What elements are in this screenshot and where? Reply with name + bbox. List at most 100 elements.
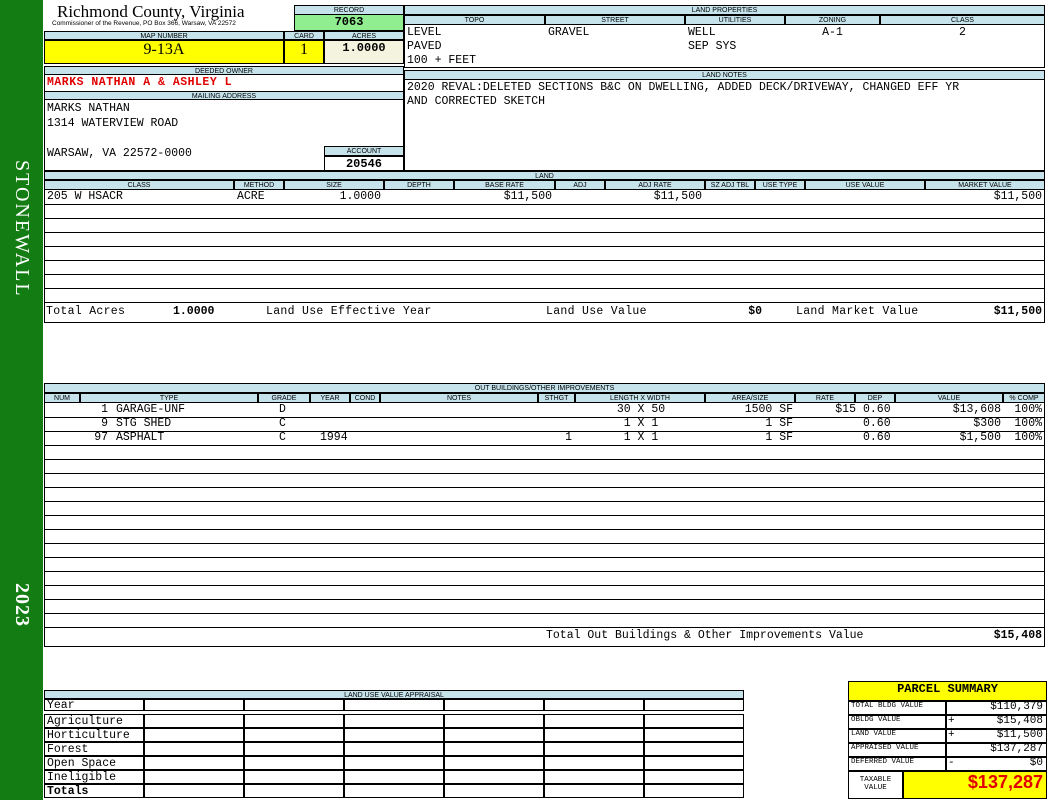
land-total-label: Land Market Value — [796, 305, 919, 318]
out-building-cell: 100% — [1014, 417, 1042, 430]
land-use-cell — [344, 742, 444, 756]
out-building-cell: $15 — [835, 403, 856, 416]
land-use-cell — [644, 714, 744, 728]
column-header: TOPO — [404, 15, 545, 25]
summary-value-cell — [946, 701, 1047, 715]
taxable-value: $137,287 — [903, 771, 1047, 799]
land-use-cell — [444, 699, 544, 711]
land-use-row-label: Ineligible — [44, 770, 144, 784]
out-building-cell: C — [279, 431, 286, 444]
land-cell: ACRE — [237, 190, 265, 203]
out-building-cell: STG SHED — [116, 417, 172, 430]
summary-value: $0 — [1029, 757, 1043, 769]
land-use-cell — [344, 699, 444, 711]
land-note-line: AND CORRECTED SKETCH — [407, 95, 546, 108]
land-property-value: 2 — [959, 26, 966, 39]
mailing-address-line: MARKS NATHAN — [47, 102, 130, 115]
land-use-cell — [544, 742, 644, 756]
row-line — [44, 417, 1045, 418]
out-building-cell: 1 — [565, 431, 572, 444]
column-header: MARKET VALUE — [925, 180, 1045, 190]
year-label: 2023 — [11, 583, 33, 627]
land-use-cell — [344, 714, 444, 728]
summary-value-cell — [946, 729, 1047, 743]
land-use-row-label: Totals — [44, 784, 144, 798]
out-building-cell: 97 — [94, 431, 108, 444]
account-value: 20546 — [324, 156, 404, 171]
column-header: SZ ADJ TBL — [705, 180, 755, 190]
column-header: ADJ RATE — [605, 180, 705, 190]
land-total-value: $0 — [748, 305, 762, 318]
land-use-cell — [644, 770, 744, 784]
out-building-cell: C — [279, 417, 286, 430]
summary-label: LAND VALUE — [848, 729, 946, 743]
row-line — [44, 459, 1045, 460]
column-header: YEAR — [310, 393, 350, 403]
column-header: STHGT — [538, 393, 575, 403]
land-use-cell — [544, 728, 644, 742]
row-line — [44, 571, 1045, 572]
map-number-value: 9-13A — [44, 40, 284, 64]
land-use-cell — [644, 784, 744, 798]
land-use-cell — [444, 728, 544, 742]
column-header: AREA/SIZE — [705, 393, 795, 403]
out-building-cell: 30 X 50 — [616, 403, 666, 416]
out-building-cell: 0.60 — [863, 403, 891, 416]
out-building-cell: 9 — [101, 417, 108, 430]
land-use-cell — [144, 714, 244, 728]
sidebar — [0, 0, 43, 800]
land-properties-title: LAND PROPERTIES — [404, 5, 1045, 15]
summary-value-cell — [946, 743, 1047, 757]
out-building-cell: 1500 SF — [744, 403, 793, 416]
column-header: ZONING — [785, 15, 880, 25]
out-building-cell: 1 SF — [765, 431, 793, 444]
summary-sign: + — [948, 729, 955, 741]
row-line — [44, 274, 1045, 275]
column-header: LENGTH X WIDTH — [575, 393, 705, 403]
land-notes-title: LAND NOTES — [404, 70, 1045, 80]
taxable-label: TAXABLE VALUE — [848, 771, 903, 799]
row-line — [44, 627, 1045, 628]
land-use-cell — [644, 728, 744, 742]
land-cell: $11,500 — [503, 190, 552, 203]
land-use-cell — [144, 742, 244, 756]
land-property-value: WELL — [688, 26, 716, 39]
out-buildings-total-label: Total Out Buildings & Other Improvements… — [546, 629, 864, 642]
summary-value-cell — [946, 715, 1047, 729]
row-line — [44, 487, 1045, 488]
summary-value-cell — [946, 757, 1047, 771]
out-building-cell: 100% — [1014, 403, 1042, 416]
land-use-cell — [644, 756, 744, 770]
land-note-line: 2020 REVAL:DELETED SECTIONS B&C ON DWELL… — [407, 81, 960, 94]
row-line — [44, 445, 1045, 446]
summary-value: $110,379 — [990, 701, 1043, 713]
column-header: SIZE — [284, 180, 384, 190]
land-use-cell — [444, 742, 544, 756]
parcel-summary-title: PARCEL SUMMARY — [848, 681, 1047, 701]
acres-value: 1.0000 — [324, 40, 404, 64]
row-line — [44, 501, 1045, 502]
card-label: CARD — [284, 31, 324, 40]
deeded-owner-value: MARKS NATHAN A & ASHLEY L — [47, 76, 233, 89]
land-use-title: LAND USE VALUE APPRAISAL — [44, 690, 744, 699]
row-line — [44, 473, 1045, 474]
land-use-cell — [544, 699, 644, 711]
column-header: USE TYPE — [755, 180, 805, 190]
land-use-cell — [244, 756, 344, 770]
land-use-cell — [444, 770, 544, 784]
row-line — [44, 288, 1045, 289]
land-use-cell — [244, 742, 344, 756]
land-use-row-label: Agriculture — [44, 714, 144, 728]
row-line — [44, 218, 1045, 219]
land-property-value: A-1 — [822, 26, 843, 39]
row-line — [44, 585, 1045, 586]
land-cell: 1.0000 — [339, 190, 381, 203]
land-use-cell — [144, 728, 244, 742]
land-use-cell — [144, 699, 244, 711]
out-building-cell: 1 — [101, 403, 108, 416]
column-header: RATE — [795, 393, 855, 403]
out-building-cell: D — [279, 403, 286, 416]
row-line — [44, 302, 1045, 303]
column-header: BASE RATE — [454, 180, 555, 190]
